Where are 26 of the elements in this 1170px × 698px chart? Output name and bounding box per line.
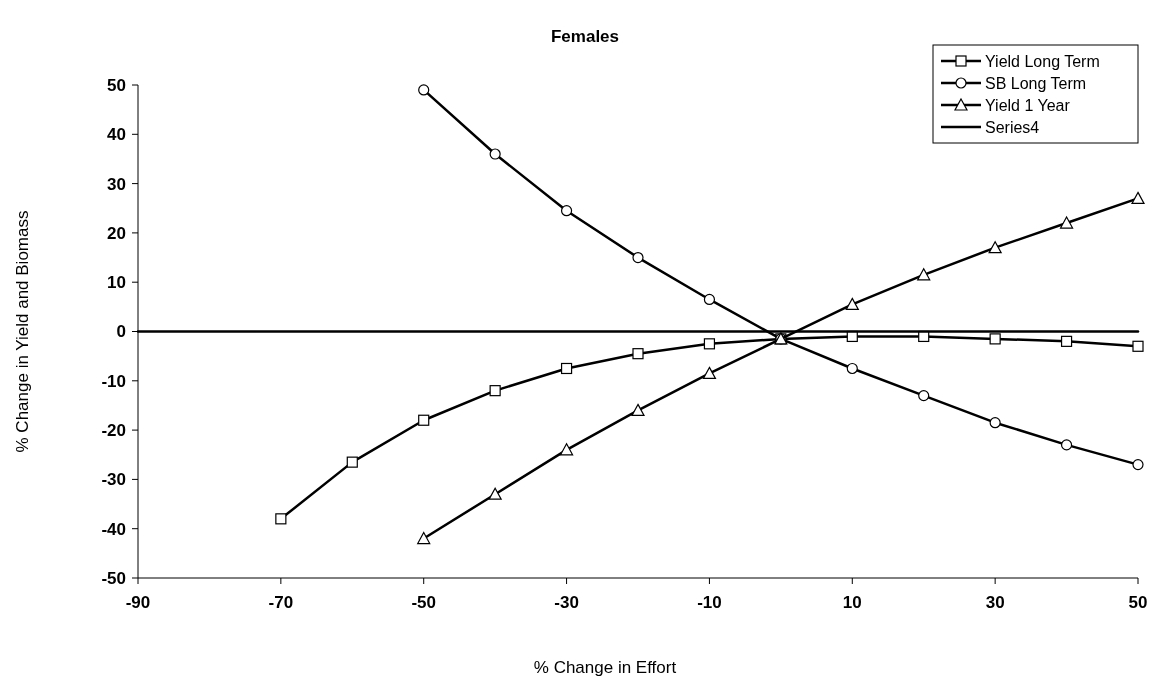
x-tick-label: -50 (411, 593, 436, 612)
y-tick-label: 10 (107, 273, 126, 293)
y-tick-label: -50 (101, 568, 126, 588)
y-tick-label: 30 (107, 174, 126, 194)
x-tick-label: 10 (842, 593, 862, 612)
y-tick-label: 20 (107, 223, 126, 243)
x-tick-label: -10 (697, 593, 722, 612)
x-tick-label: 30 (985, 593, 1005, 612)
y-tick-label: 50 (107, 75, 126, 95)
y-tick-label: -30 (101, 470, 126, 490)
y-tick-label: -10 (101, 371, 126, 391)
x-tick-label: 50 (1128, 593, 1148, 612)
x-tick-label: -90 (125, 593, 151, 612)
legend-label: Yield 1 Year (985, 96, 1071, 114)
chart-title: Females (550, 27, 620, 46)
legend-label: SB Long Term (985, 74, 1087, 92)
y-tick-label: 40 (107, 125, 126, 145)
y-tick-label: -40 (101, 519, 126, 539)
legend-label: Series4 (985, 118, 1040, 136)
x-axis-title: % Change in Effort (533, 658, 677, 677)
x-tick-label: -70 (268, 593, 294, 612)
legend-label: Yield Long Term (985, 52, 1100, 70)
y-tick-label: -20 (101, 421, 126, 441)
y-axis-title: % Change in Yield and Biomass (13, 210, 32, 453)
x-tick-label: -30 (554, 593, 579, 612)
y-tick-label: 0 (116, 322, 126, 342)
